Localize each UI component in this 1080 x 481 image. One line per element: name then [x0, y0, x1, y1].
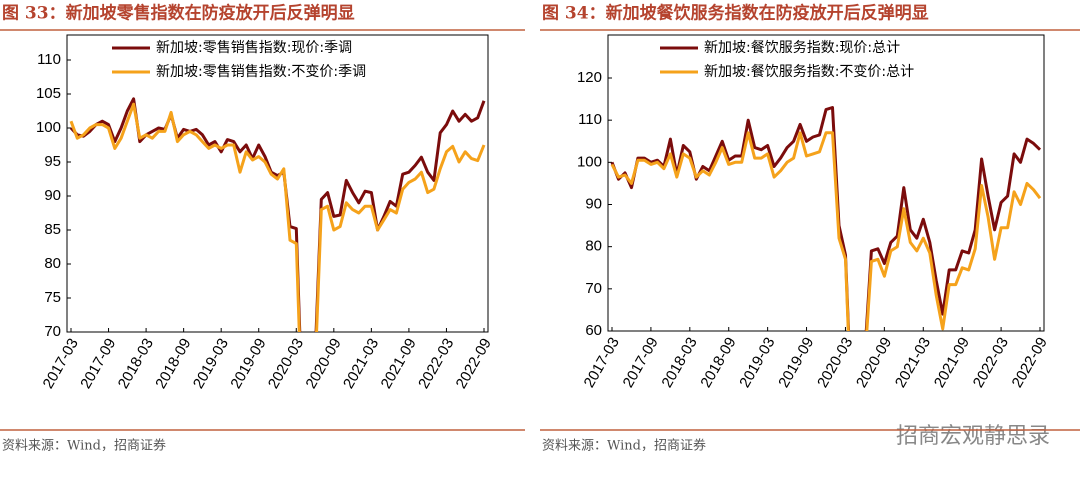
y-tick-label: 75	[44, 289, 61, 306]
x-tick-label: 2022-09	[1009, 334, 1051, 390]
y-tick-label: 80	[44, 255, 61, 272]
y-tick-label: 90	[44, 187, 61, 204]
x-tick-label: 2018-09	[152, 335, 194, 391]
x-tick-label: 2019-09	[227, 335, 269, 391]
y-tick-label: 95	[44, 153, 61, 170]
y-tick-label: 120	[577, 69, 602, 86]
data-line	[69, 97, 486, 332]
legend-label: 新加坡:零售销售指数:现价:季调	[156, 40, 352, 56]
data-line	[69, 102, 486, 332]
data-line	[610, 131, 1042, 331]
x-tick-label: 2019-09	[775, 334, 817, 390]
x-tick-label: 2018-03	[115, 335, 157, 391]
y-tick-label: 80	[585, 238, 602, 255]
y-tick-label: 110	[578, 111, 602, 128]
legend-label: 新加坡:餐饮服务指数:不变价:总计	[704, 64, 914, 80]
y-tick-label: 60	[585, 322, 602, 339]
x-tick-label: 2021-03	[892, 334, 934, 390]
plot-frame	[607, 34, 1045, 332]
y-tick-label: 70	[585, 280, 602, 297]
x-tick-label: 2019-03	[190, 335, 232, 391]
x-tick-label: 2022-03	[415, 335, 457, 391]
x-tick-label: 2019-03	[736, 334, 778, 390]
y-tick-label: 105	[36, 85, 61, 102]
chart-title: 图 33：新加坡零售指数在防疫放开后反弹明显	[2, 3, 355, 24]
x-tick-label: 2021-09	[931, 334, 973, 390]
x-tick-label: 2020-09	[853, 334, 895, 390]
chart-title: 图 34：新加坡餐饮服务指数在防疫放开后反弹明显	[542, 3, 929, 24]
x-tick-label: 2017-03	[40, 335, 82, 391]
y-tick-label: 90	[585, 195, 602, 212]
y-tick-label: 100	[577, 153, 602, 170]
x-tick-label: 2020-09	[302, 335, 344, 391]
y-tick-label: 85	[44, 221, 61, 238]
x-tick-label: 2017-09	[77, 335, 119, 391]
legend-label: 新加坡:零售销售指数:不变价:季调	[156, 64, 366, 80]
source: 资料来源：Wind，招商证券	[542, 438, 706, 454]
y-tick-label: 70	[44, 323, 61, 340]
legend-label: 新加坡:餐饮服务指数:现价:总计	[704, 40, 900, 56]
x-tick-label: 2020-03	[814, 334, 856, 390]
data-line	[610, 106, 1042, 331]
x-tick-label: 2018-09	[697, 334, 739, 390]
x-tick-label: 2021-09	[378, 335, 420, 391]
series-group	[610, 106, 1042, 331]
x-tick-label: 2021-03	[340, 335, 382, 391]
x-tick-label: 2022-03	[970, 334, 1012, 390]
plot-frame	[66, 34, 489, 333]
watermark: 招商宏观静思录	[896, 424, 1050, 449]
x-tick-label: 2017-09	[620, 334, 662, 390]
x-tick-label: 2017-03	[581, 334, 623, 390]
x-tick-label: 2022-09	[453, 335, 495, 391]
y-tick-label: 100	[36, 119, 61, 136]
x-tick-label: 2018-03	[658, 334, 700, 390]
source: 资料来源：Wind，招商证券	[2, 438, 166, 454]
series-group	[69, 97, 486, 332]
y-tick-label: 110	[37, 51, 61, 68]
x-tick-label: 2020-03	[265, 335, 307, 391]
